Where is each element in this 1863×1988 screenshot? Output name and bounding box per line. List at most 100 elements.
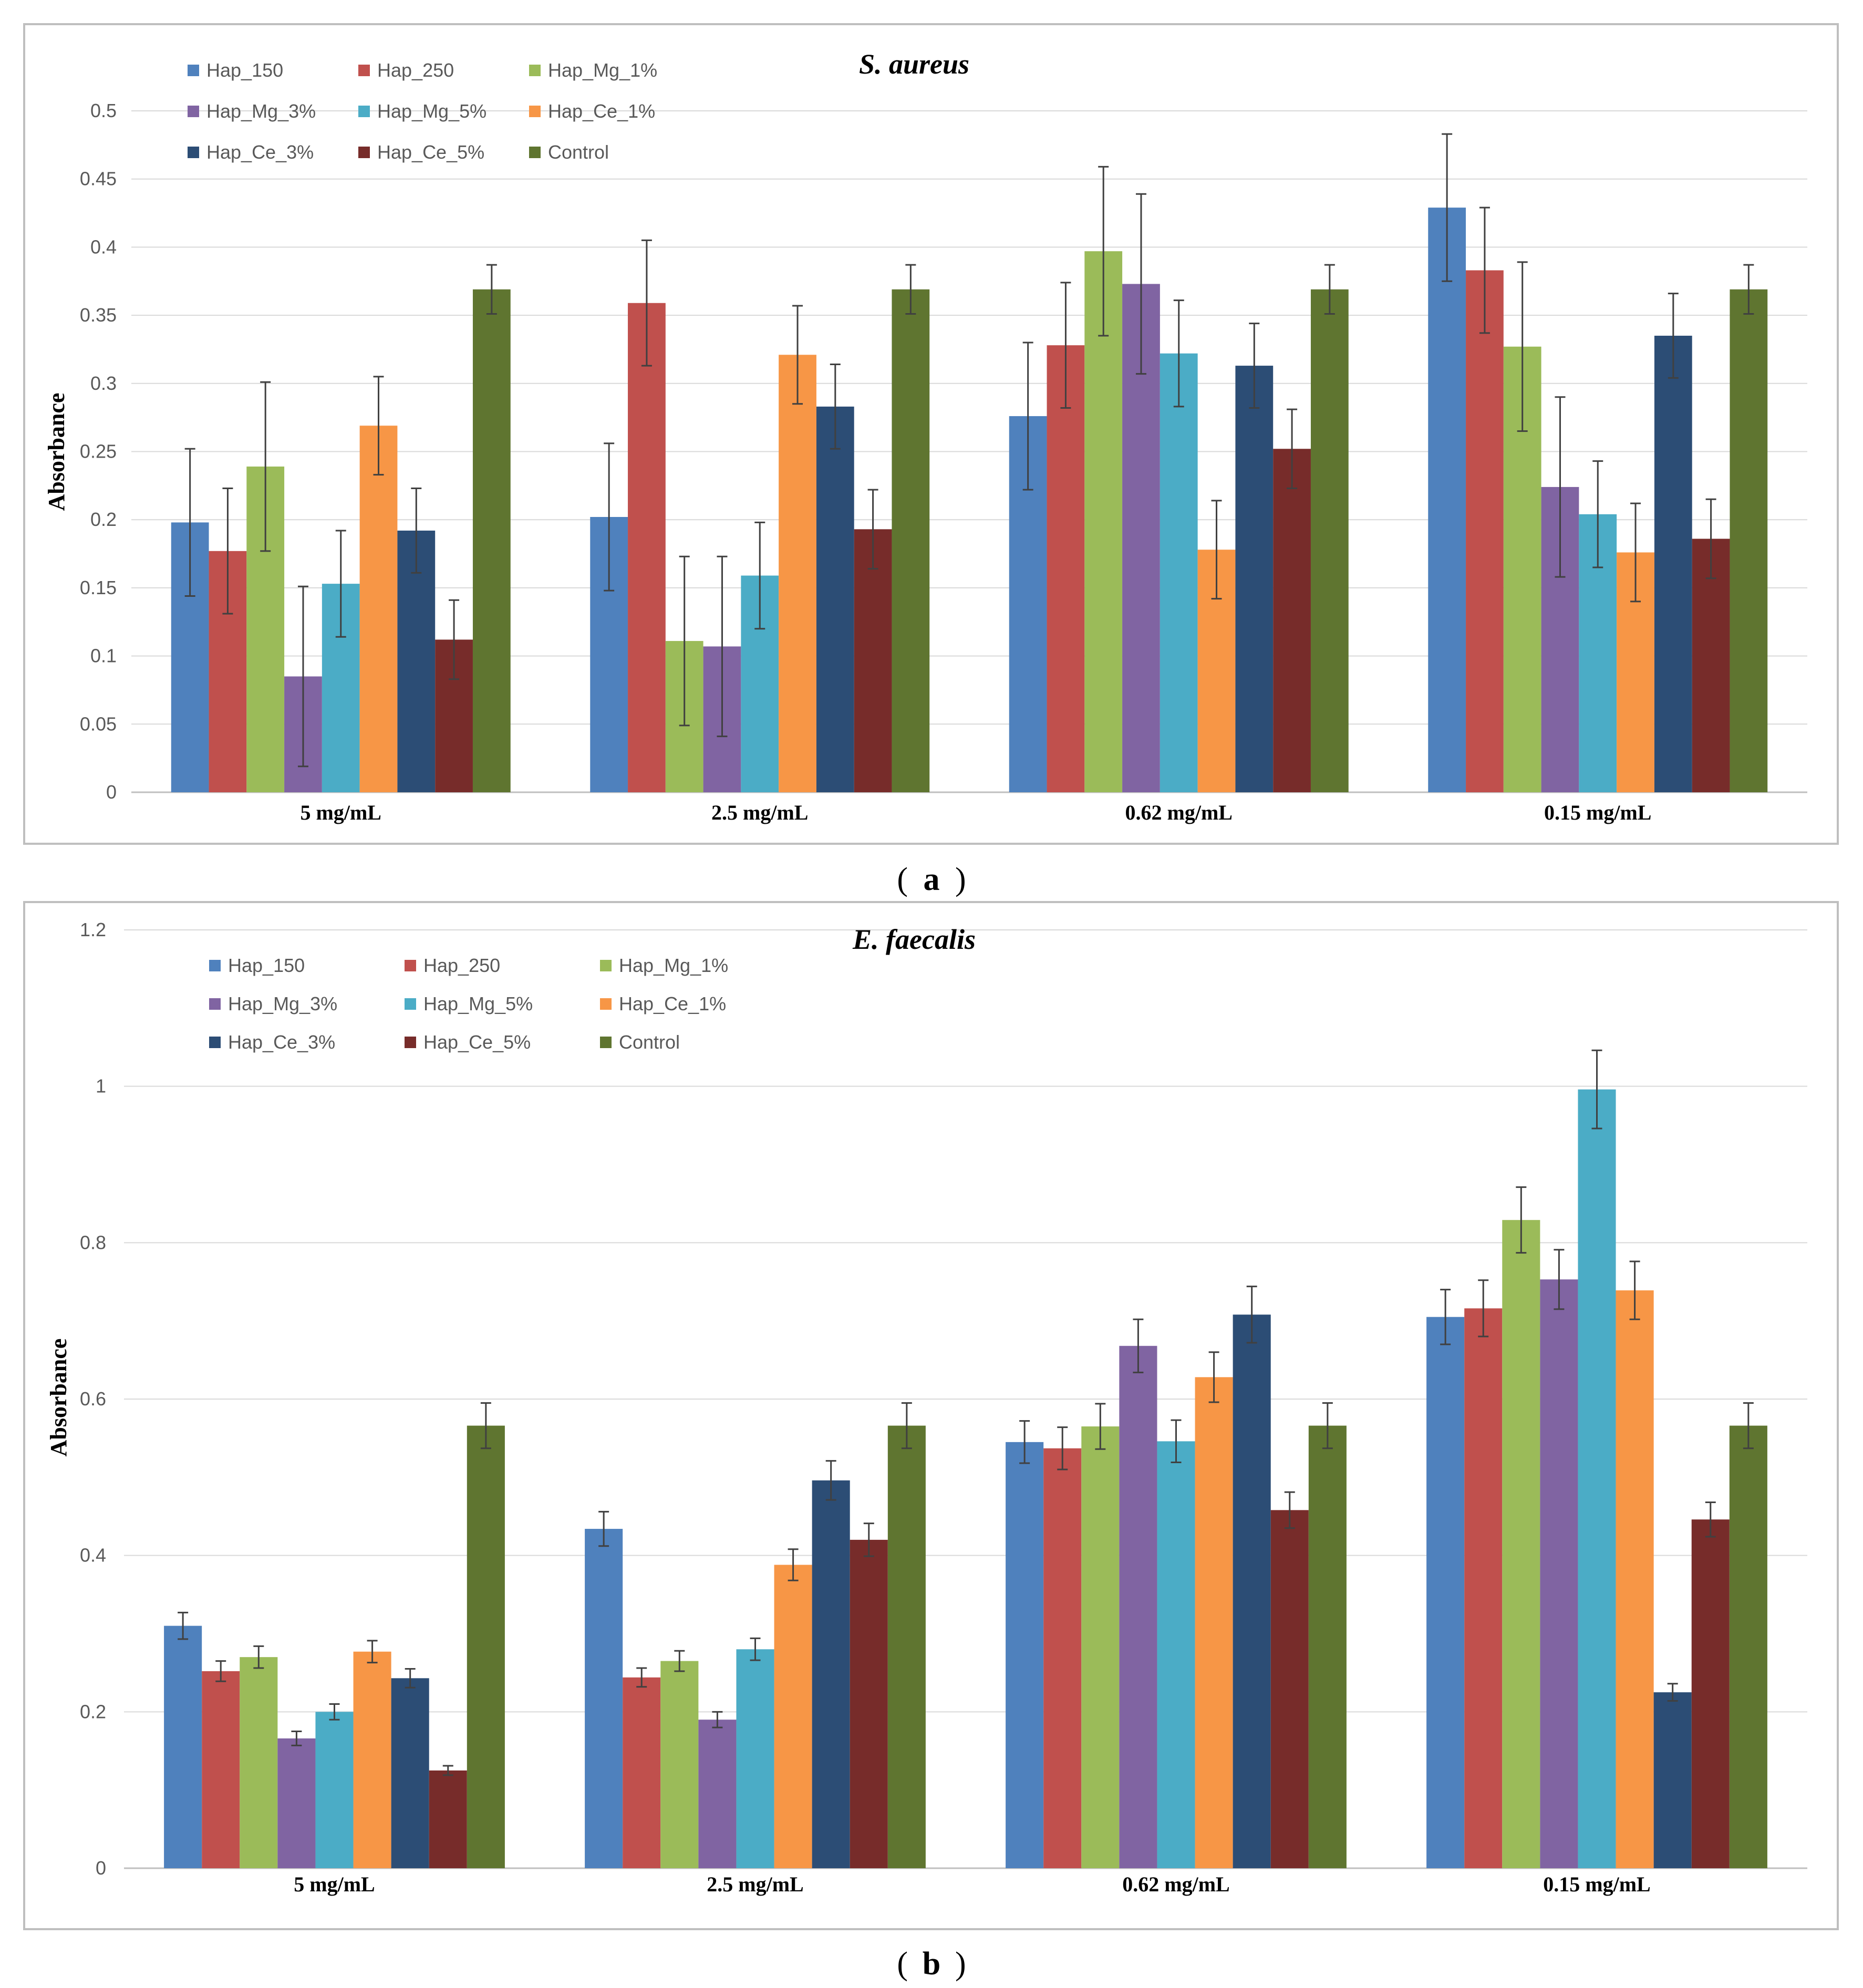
panel-a-bars [171,208,1768,792]
panel-a-error-bar [184,448,195,597]
panel-a-y-tick-label: 0.15 [80,577,117,598]
panel-a-bar [779,355,816,792]
panel-a-bar [359,426,398,792]
panel-b-legend-item: Hap_Ce_1% [600,993,726,1014]
panel-a-error-bar [1249,323,1260,409]
panel-b-bar [240,1657,278,1868]
panel-b-error-bar [178,1611,189,1640]
panel-a-legend-label: Hap_250 [377,59,454,81]
panel-b-error-bar [329,1703,340,1721]
panel-a-error-bar [411,488,422,574]
panel-b-error-bar [480,1402,491,1449]
panel-b-bar [736,1649,774,1868]
panel-a-legend-label: Hap_150 [206,59,283,81]
panel-a-bar [1273,449,1311,792]
panel-a-error-bar [867,489,878,570]
panel-b-bar [1616,1290,1654,1868]
panel-b-error-bar [1095,1403,1106,1450]
panel-a-category-labels: 5 mg/mL 2.5 mg/mL 0.62 mg/mL 0.15 mg/mL [301,801,1652,824]
panel-b-error-bar [1246,1286,1257,1344]
panel-b-bar [1308,1425,1347,1868]
panel-b-error-bar [1208,1351,1219,1403]
panel-b-error-bar [405,1668,416,1689]
panel-b-error-bar [863,1523,874,1557]
panel-a-bar [816,406,854,792]
panel-b-category-label: 0.62 mg/mL [1122,1872,1229,1896]
panel-b-category-labels: 5 mg/mL 2.5 mg/mL 0.62 mg/mL 0.15 mg/mL [294,1872,1650,1896]
panel-a-error-bar [1668,293,1679,379]
panel-b-y-tick-label: 0.8 [80,1231,106,1253]
panel-a-legend-item: Hap_150 [188,59,283,81]
panel-a-error-bar [754,521,765,630]
panel-b-bar [1157,1441,1195,1868]
panel-b-y-tick-label: 1 [96,1075,106,1097]
panel-a-bar [854,529,892,792]
panel-b-bar [1081,1426,1120,1868]
panel-a-bar [1160,353,1198,792]
panel-a-y-axis-label: Absorbance [44,393,69,511]
panel-a-y-tick-label: 0.45 [80,168,117,190]
panel-b-bar [774,1565,812,1868]
panel-a-error-bar [1324,264,1335,315]
panel-a-y-tick-label: 0.5 [90,100,117,121]
panel-a-legend-label: Hap_Ce_1% [548,100,655,122]
panel-b-legend-item: Hap_150 [209,955,305,976]
panel-b-legend-swatch [209,960,221,971]
panel-a-legend-label: Hap_Ce_3% [206,141,314,163]
panel-a-legend-swatch [358,65,370,76]
panel-b-legend-swatch [209,998,221,1010]
panel-a-error-bar [335,530,346,638]
panel-b-legend-label: Hap_150 [228,955,305,976]
panel-a-error-bar [1479,206,1490,334]
panel-b-error-bar [598,1510,609,1547]
panel-b-bar [660,1661,699,1868]
panel-b-error-bar [1591,1049,1602,1130]
panel-b-bar [1653,1692,1692,1868]
panel-b-legend-label: Hap_Ce_1% [619,993,726,1014]
panel-b-error-bar [1478,1279,1489,1338]
panel-b-error-bar [1133,1318,1144,1373]
panel-b-error-bar [712,1711,723,1728]
panel-a-error-bar [1555,396,1566,578]
panel-b-y-tick-label: 1.2 [80,919,106,940]
panel-b-bars [164,1089,1767,1868]
panel-a-error-bar [604,442,615,592]
panel-b-legend-item: Hap_Mg_1% [600,955,728,976]
panel-a-error-bars [184,133,1754,768]
panel-a-caption-letter: a [924,862,940,897]
panel-b-error-bar [825,1460,836,1501]
panel-b-error-bar [1629,1260,1640,1320]
panel-a-error-bar [373,376,384,476]
panel-b-error-bar [1440,1289,1451,1345]
panel-a-category-label: 0.15 mg/mL [1544,801,1651,824]
panel-a-y-tick-label: 0.2 [90,509,117,530]
panel-b-bar [812,1480,850,1868]
panel-b-bar [391,1678,429,1868]
panel-a-legend-item: Hap_Mg_3% [188,100,316,122]
panel-b-legend-item: Hap_Mg_5% [405,993,533,1014]
panel-a-legend-swatch [188,147,199,158]
panel-a-legend-label: Hap_Mg_3% [206,100,316,122]
panel-b-bar [1270,1510,1309,1868]
panel-b-error-bar [636,1667,647,1688]
panel-a-bar [1654,336,1692,792]
panel-b-error-bar [253,1645,264,1669]
panel-b-bar [1195,1377,1233,1868]
panel-b-caption-close: ) [955,1946,966,1982]
panel-a-category-label: 2.5 mg/mL [711,801,808,824]
panel-a-bar [892,289,930,792]
panel-b-error-bars [178,1049,1754,1776]
panel-b-legend-swatch [405,960,416,971]
panel-a-y-ticks: 0 0.05 0.1 0.15 0.2 0.25 0.3 0.35 0.4 0.45 0.5 [80,100,117,803]
panel-b-legend-swatch [600,998,612,1010]
panel-b-legend-label: Hap_250 [423,955,500,976]
panel-a-caption-open: ( [897,862,908,897]
panel-b-bar [1006,1442,1044,1868]
panel-a-legend-swatch [529,65,541,76]
panel-a-legend-swatch [358,106,370,117]
panel-b-legend-label: Control [619,1031,680,1053]
panel-b-error-bar [1705,1501,1716,1538]
panel-b-legend-swatch [600,1037,612,1048]
panel-a-legend-item: Hap_Ce_1% [529,100,655,122]
panel-a-bar [472,289,511,792]
